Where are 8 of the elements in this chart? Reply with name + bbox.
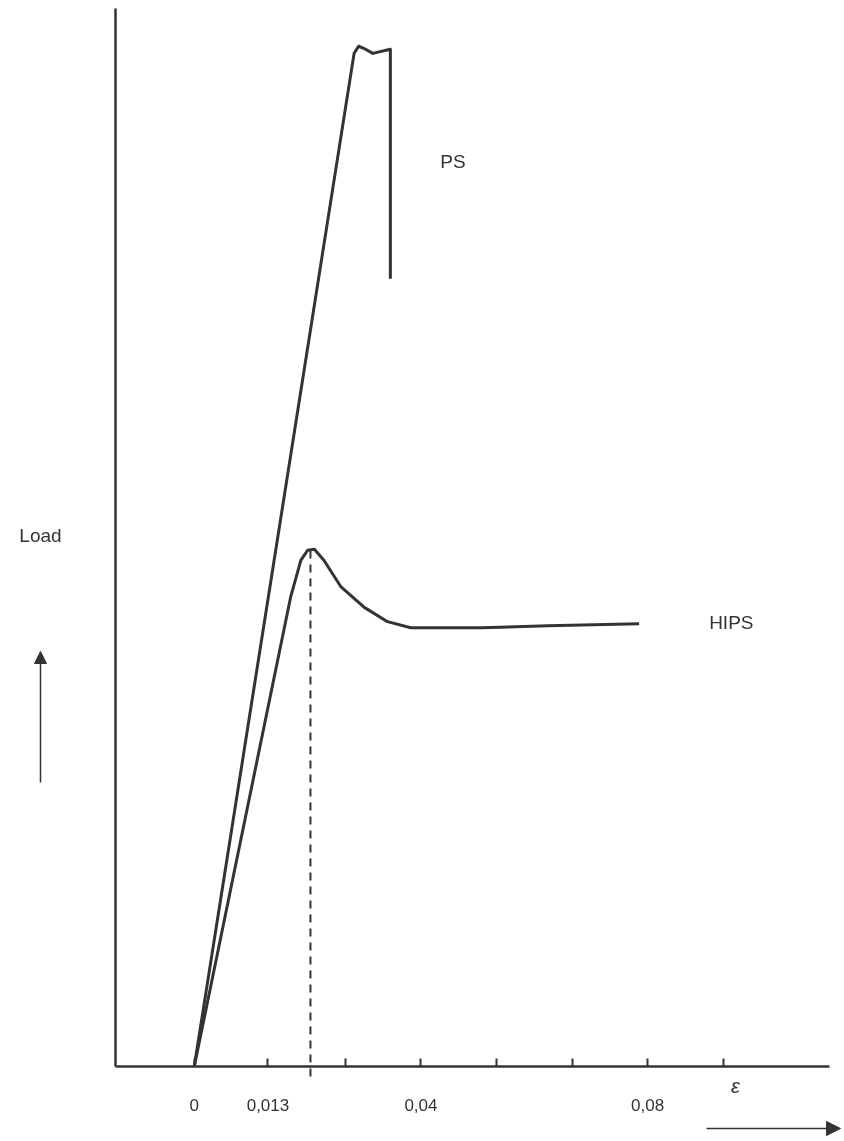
x-axis-title: ε — [731, 1074, 742, 1097]
x-tick-label: 0,013 — [246, 1095, 290, 1115]
y-axis-title: Load — [19, 524, 62, 546]
text: HIPS — [709, 611, 754, 633]
x-tick-label: 0,08 — [631, 1095, 665, 1115]
text: PS — [440, 151, 466, 173]
x-tick-label: 0,04 — [404, 1095, 438, 1115]
x-tick-label: 0 — [189, 1095, 200, 1115]
